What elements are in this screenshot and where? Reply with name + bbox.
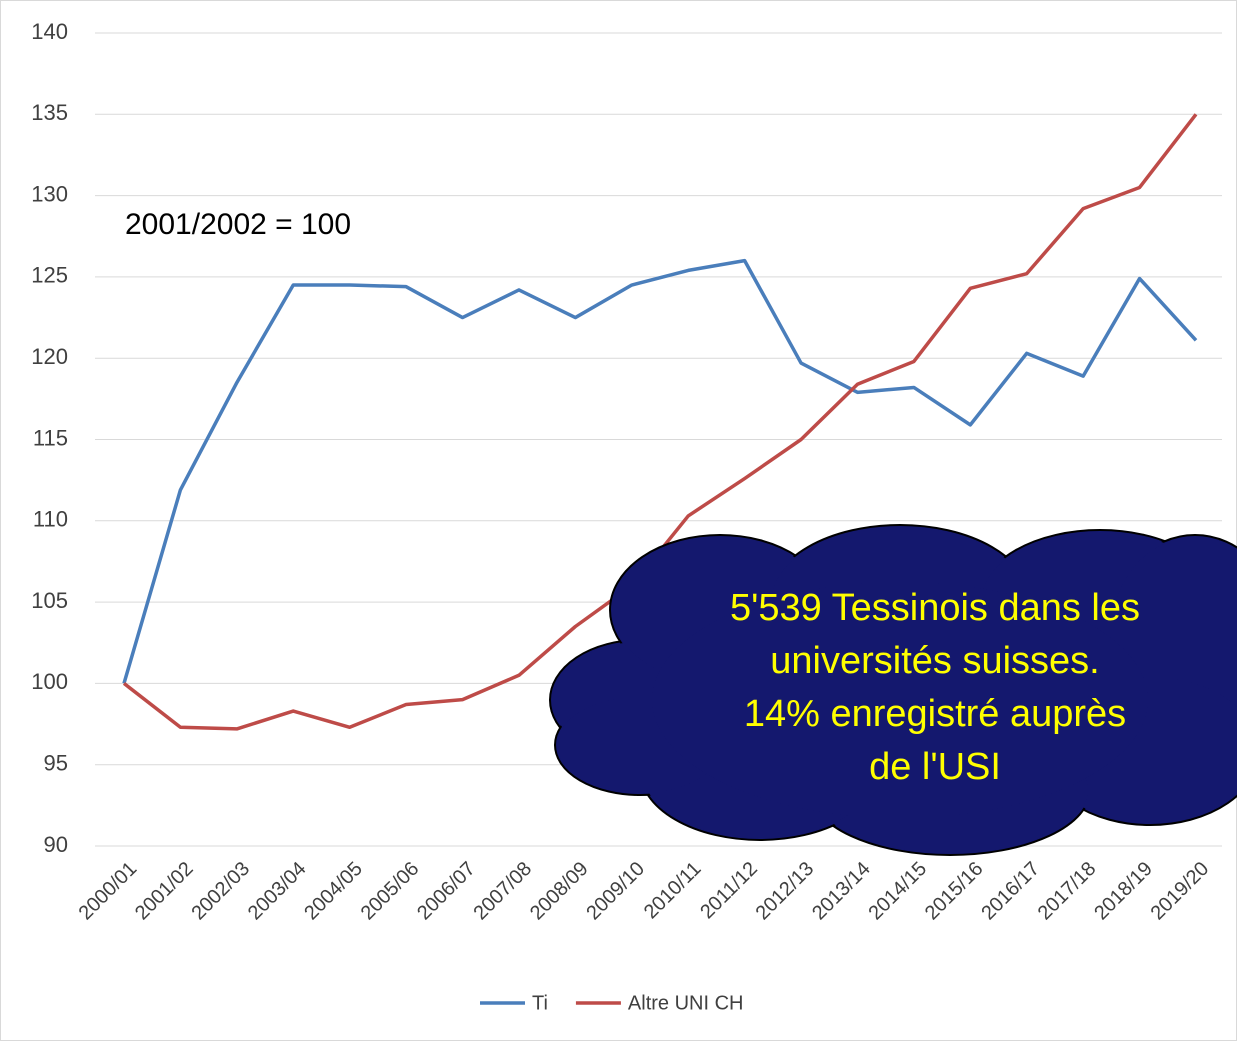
y-tick-label: 95 [44, 751, 68, 776]
cloud-fill [652, 582, 1148, 818]
callout-text: universités suisses. [770, 640, 1099, 682]
y-tick-label: 140 [31, 19, 68, 44]
cloud-fill [1112, 537, 1237, 723]
legend-label: Altre UNI CH [628, 992, 744, 1014]
y-tick-label: 135 [31, 100, 68, 125]
y-tick-label: 105 [31, 588, 68, 613]
y-tick-label: 125 [31, 263, 68, 288]
callout-cloud: 5'539 Tessinois dans les universités suis… [549, 524, 1237, 856]
y-tick-label: 100 [31, 669, 68, 694]
y-tick-label: 130 [31, 181, 68, 206]
y-tick-label: 115 [33, 425, 68, 450]
annotation: 2001/2002 = 100 [125, 208, 351, 241]
callout-text: 5'539 Tessinois dans les [730, 587, 1140, 629]
callout-text: 14% enregistré auprès [744, 693, 1126, 735]
callout-text: de l'USI [869, 746, 1001, 788]
y-tick-label: 110 [33, 507, 68, 532]
legend-label: Ti [532, 992, 548, 1014]
y-tick-label: 90 [44, 832, 68, 857]
y-tick-label: 120 [31, 344, 68, 369]
series-line [122, 258, 1198, 684]
